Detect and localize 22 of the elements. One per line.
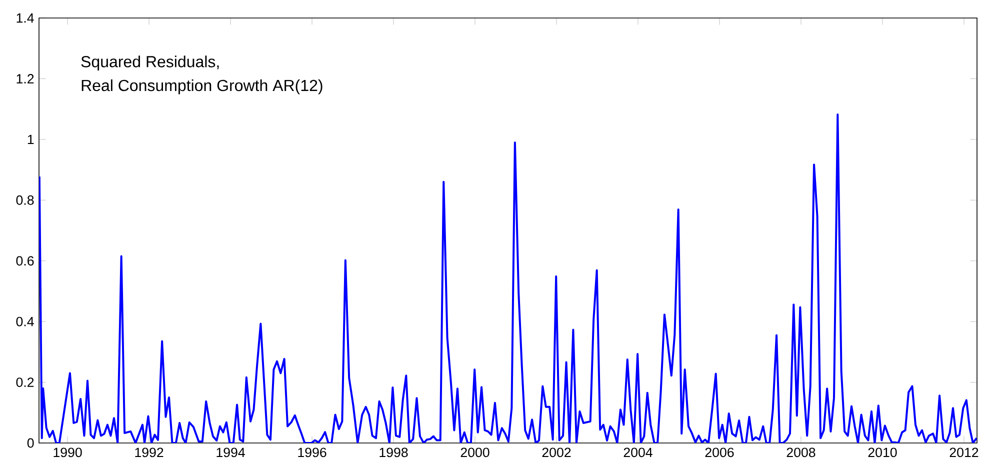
y-tick-label: 0.6 — [16, 256, 34, 266]
x-tick-label: 1994 — [216, 448, 245, 458]
x-tick-label: 1992 — [135, 448, 164, 458]
y-tick-label: 0.4 — [16, 316, 34, 326]
y-tick-label: 0 — [27, 438, 34, 448]
x-tick-label: 1990 — [54, 448, 82, 458]
y-tick-label: 1 — [28, 134, 34, 144]
text: Squared Residuals, — [81, 56, 219, 71]
x-tick-label: 1996 — [298, 448, 326, 458]
x-tick-label: 1998 — [380, 448, 408, 458]
x-tick-label: 2010 — [868, 448, 897, 458]
x-tick-label: 2000 — [460, 448, 490, 458]
text: Real Consumption Growth AR(12) — [82, 79, 322, 94]
y-tick-label: 0.2 — [16, 378, 34, 387]
x-tick-label: 2006 — [705, 448, 734, 458]
y-tick-label: 1.2 — [16, 74, 34, 84]
x-tick-label: 2002 — [542, 448, 571, 458]
x-tick-label: 2008 — [786, 448, 816, 458]
y-tick-label: 0.8 — [16, 195, 34, 205]
y-tick-label: 1.4 — [16, 13, 34, 23]
x-tick-label: 2012 — [950, 448, 978, 458]
x-tick-label: 2004 — [624, 448, 652, 458]
